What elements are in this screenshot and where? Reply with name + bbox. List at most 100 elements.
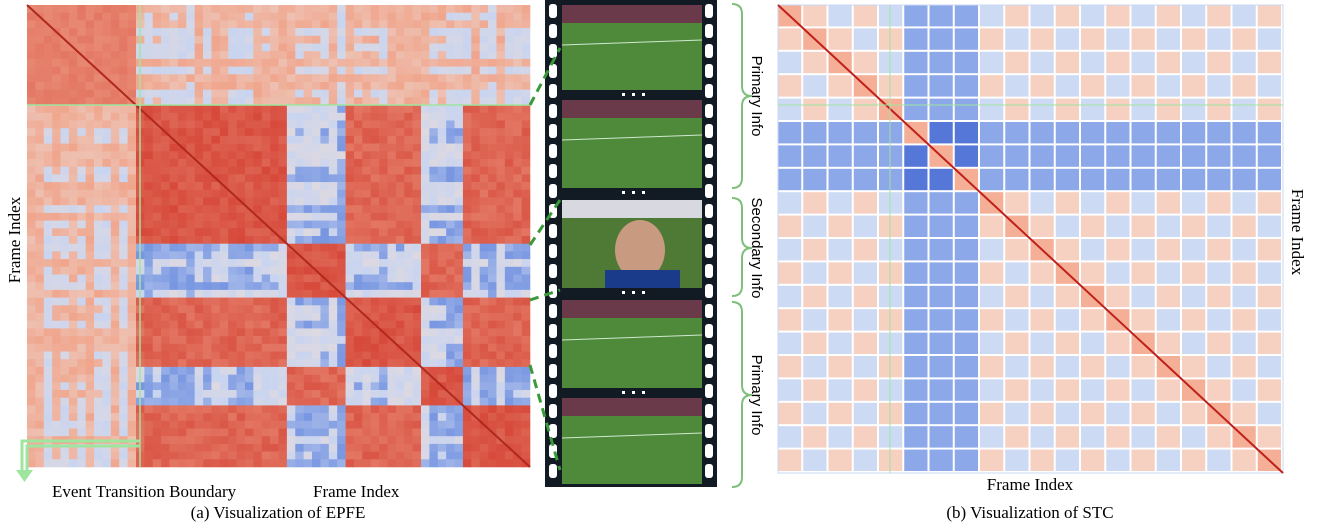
- heat-cell: [395, 266, 405, 275]
- heat-cell: [496, 405, 506, 414]
- heat-block: [1156, 145, 1180, 167]
- heat-cell: [462, 343, 472, 352]
- heat-cell: [177, 405, 187, 414]
- crowd: [562, 398, 702, 416]
- heat-cell: [186, 58, 195, 67]
- heat-cell: [295, 174, 304, 183]
- heat-cell: [278, 89, 288, 98]
- heat-cell: [194, 82, 204, 90]
- heat-cell: [244, 58, 254, 67]
- heat-cell: [303, 374, 313, 383]
- sprocket: [705, 184, 713, 198]
- heat-cell: [362, 443, 372, 452]
- heat-block: [1131, 215, 1155, 237]
- heat-cell: [404, 405, 413, 414]
- heat-block: [1232, 75, 1256, 97]
- heat-cell: [270, 251, 279, 260]
- sprocket: [705, 304, 713, 318]
- heat-cell: [387, 251, 397, 260]
- heat-cell: [421, 451, 430, 460]
- heat-cell: [320, 366, 330, 375]
- heat-cell: [261, 5, 271, 13]
- heat-cell: [77, 28, 86, 37]
- heat-cell: [152, 189, 162, 198]
- heat-cell: [211, 197, 221, 206]
- heat-cell: [85, 182, 95, 191]
- heat-cell: [253, 89, 263, 98]
- heat-cell: [110, 266, 120, 275]
- heat-cell: [169, 189, 179, 198]
- heat-block: [778, 262, 802, 284]
- heat-cell: [211, 159, 221, 167]
- heat-cell: [43, 212, 53, 221]
- heat-cell: [370, 212, 380, 221]
- heat-cell: [203, 112, 212, 121]
- heat-block: [904, 449, 928, 471]
- heat-cell: [278, 428, 288, 437]
- heat-cell: [454, 159, 464, 167]
- heat-cell: [387, 197, 397, 206]
- heat-cell: [203, 212, 212, 221]
- heat-cell: [513, 82, 522, 90]
- heat-cell: [94, 274, 103, 283]
- heat-cell: [320, 51, 330, 60]
- heat-cell: [261, 28, 271, 37]
- heat-cell: [211, 374, 221, 383]
- heat-cell: [68, 112, 78, 121]
- heat-cell: [177, 212, 187, 221]
- heat-cell: [353, 197, 363, 206]
- heat-block: [1131, 122, 1155, 144]
- heat-cell: [43, 451, 53, 460]
- heat-cell: [312, 58, 321, 67]
- heat-cell: [421, 374, 430, 383]
- heat-cell: [320, 143, 330, 152]
- heat-cell: [127, 289, 137, 298]
- heat-cell: [328, 351, 338, 360]
- heat-cell: [412, 174, 422, 183]
- heat-cell: [261, 351, 271, 360]
- heat-cell: [496, 197, 506, 206]
- heat-cell: [77, 459, 86, 468]
- heat-cell: [337, 43, 346, 52]
- heat-cell: [152, 451, 162, 460]
- heat-cell: [513, 436, 522, 445]
- heat-cell: [85, 12, 95, 21]
- heat-cell: [152, 166, 162, 175]
- heat-cell: [488, 43, 497, 52]
- heat-cell: [513, 220, 522, 229]
- heat-cell: [471, 251, 480, 260]
- heat-cell: [379, 243, 388, 252]
- heat-cell: [177, 20, 187, 29]
- heat-block: [1207, 356, 1231, 378]
- heat-cell: [437, 135, 447, 144]
- heat-cell: [437, 89, 447, 98]
- stc-heatmap: [777, 4, 1284, 474]
- heat-cell: [186, 374, 195, 383]
- heat-cell: [387, 35, 397, 44]
- heat-block: [828, 449, 852, 471]
- heat-cell: [496, 159, 506, 167]
- heat-cell: [337, 266, 346, 275]
- heat-cell: [161, 313, 170, 321]
- heat-cell: [504, 420, 514, 429]
- brace: [731, 3, 753, 189]
- heat-cell: [429, 197, 439, 206]
- heat-cell: [68, 12, 78, 21]
- heat-cell: [379, 359, 388, 368]
- heat-cell: [471, 159, 480, 167]
- heat-block: [1081, 122, 1105, 144]
- heat-cell: [60, 12, 70, 21]
- heat-block: [929, 28, 953, 50]
- heat-block: [1030, 168, 1054, 191]
- heat-cell: [429, 82, 439, 90]
- heat-cell: [437, 159, 447, 167]
- heat-cell: [462, 274, 472, 283]
- heat-cell: [479, 212, 489, 221]
- heat-cell: [395, 382, 405, 391]
- heat-cell: [68, 343, 78, 352]
- heat-cell: [60, 351, 70, 360]
- sprocket: [705, 244, 713, 258]
- heat-cell: [303, 135, 313, 144]
- heat-cell: [52, 97, 61, 106]
- heat-cell: [278, 320, 288, 329]
